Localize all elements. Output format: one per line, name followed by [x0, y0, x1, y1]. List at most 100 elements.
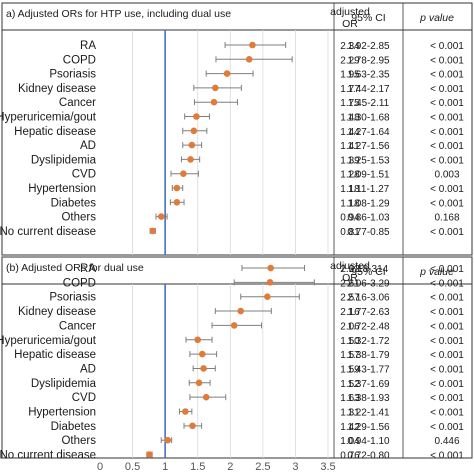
or-value: 1.95 [340, 70, 360, 81]
forest-marks [146, 41, 315, 458]
or-point [173, 199, 181, 206]
category-label: Dyslipidemia [31, 378, 97, 390]
category-label: AD [80, 140, 96, 152]
p-value: < 0.001 [430, 264, 464, 275]
or-value: 1.50 [340, 336, 360, 347]
p-value: < 0.001 [430, 336, 464, 347]
category-label: Hepatic disease [14, 349, 96, 361]
or-value: 2.61 [340, 278, 360, 289]
or-value: 1.39 [340, 155, 360, 166]
category-label: CVD [72, 169, 96, 181]
p-value: < 0.001 [430, 379, 464, 390]
p-value: < 0.001 [430, 422, 464, 433]
category-label: Hypertension [28, 407, 96, 419]
category-label: Kidney disease [18, 83, 96, 95]
or-point [198, 350, 206, 358]
or-point [200, 365, 207, 372]
or-value: 1.18 [340, 198, 360, 209]
ci-value: 1.08-1.29 [347, 198, 390, 209]
or-point [182, 408, 189, 415]
ci-value: 1.63-2.35 [347, 70, 390, 81]
or-value: 2.57 [340, 293, 360, 304]
table-text: a) Adjusted ORs for HTP use, including d… [0, 6, 464, 473]
category-label: Hyperuricemia/gout [0, 112, 97, 124]
ci-value: 1.37-1.69 [347, 379, 390, 390]
p-value: < 0.001 [430, 364, 464, 375]
or-point [230, 322, 238, 329]
ci-value: 0.77-0.85 [347, 227, 390, 238]
ci-value: 1.43-1.77 [347, 364, 390, 375]
category-label: Diabetes [51, 421, 97, 433]
category-label: Dyslipidemia [31, 154, 97, 166]
or-point [188, 141, 196, 149]
or-value: 1.31 [340, 408, 360, 419]
p-value: < 0.001 [430, 227, 464, 238]
ci-value: 0.72-0.80 [347, 451, 390, 462]
category-label: No current disease [0, 450, 96, 462]
ci-value: 1.27-1.64 [347, 127, 390, 138]
category-label: Hypertension [28, 183, 96, 195]
category-label: Others [61, 435, 96, 447]
ci-value: 1.78-2.95 [347, 55, 390, 66]
ci-value: 0.94-1.10 [347, 436, 390, 447]
or-value: 1.04 [340, 436, 360, 447]
panel-title: a) Adjusted ORs for HTP use, including d… [6, 8, 231, 20]
p-value: < 0.001 [430, 393, 464, 404]
category-label: COPD [63, 54, 96, 66]
or-point [180, 170, 187, 177]
category-label: Cancer [59, 320, 96, 332]
ci-value: 1.22-1.41 [347, 408, 390, 419]
ci-value: 1.09-1.51 [347, 170, 390, 181]
p-value: 0.003 [434, 170, 459, 181]
p-value: < 0.001 [430, 198, 464, 209]
or-point [194, 336, 202, 344]
ci-value: 1.44-2.17 [347, 84, 390, 95]
p-value: < 0.001 [430, 307, 464, 318]
or-point [195, 379, 203, 387]
or-value: 1.57 [340, 350, 360, 361]
or-value: 1.28 [340, 170, 360, 181]
or-point [157, 213, 165, 220]
ci-value: 1.25-1.53 [347, 155, 390, 166]
p-value: < 0.001 [430, 184, 464, 195]
or-point [173, 184, 181, 192]
or-point [189, 422, 196, 430]
column-header-p: p value [419, 266, 454, 278]
p-value: 0.168 [434, 213, 459, 224]
ci-value: 1.72-2.48 [347, 321, 390, 332]
p-value: < 0.001 [430, 41, 464, 52]
or-value: 2.16 [340, 307, 360, 318]
or-point [267, 264, 274, 272]
or-value: 1.42 [340, 422, 360, 433]
or-value: 1.59 [340, 364, 360, 375]
or-point [164, 436, 172, 444]
grid-lines [132, 30, 329, 458]
category-label: COPD [63, 277, 96, 289]
or-value: 1.75 [340, 98, 360, 109]
or-point [223, 70, 231, 77]
or-point [245, 56, 253, 63]
table-frame [1, 2, 473, 459]
p-value: < 0.001 [430, 113, 464, 124]
column-header-or: OR [342, 272, 358, 284]
category-label: No current disease [0, 226, 96, 238]
or-point [249, 41, 256, 49]
or-value: 2.34 [340, 41, 360, 52]
x-tick-label: 1.5 [190, 461, 205, 473]
column-header-ci: 95% CI [351, 266, 385, 278]
or-value: 0.76 [340, 451, 360, 462]
or-point [210, 98, 218, 106]
p-value: 0.446 [434, 436, 459, 447]
or-point [212, 84, 219, 92]
ci-value: 1.27-1.56 [347, 141, 390, 152]
or-value: 0.94 [340, 213, 360, 224]
or-value: 1.44 [340, 127, 360, 138]
ci-value: 1.77-2.63 [347, 307, 390, 318]
panel-border [1, 2, 473, 256]
x-tick-label: 2.5 [255, 461, 270, 473]
or-value: 1.52 [340, 379, 360, 390]
p-value: < 0.001 [430, 127, 464, 138]
or-point [193, 113, 200, 120]
or-value: 0.81 [340, 227, 360, 238]
